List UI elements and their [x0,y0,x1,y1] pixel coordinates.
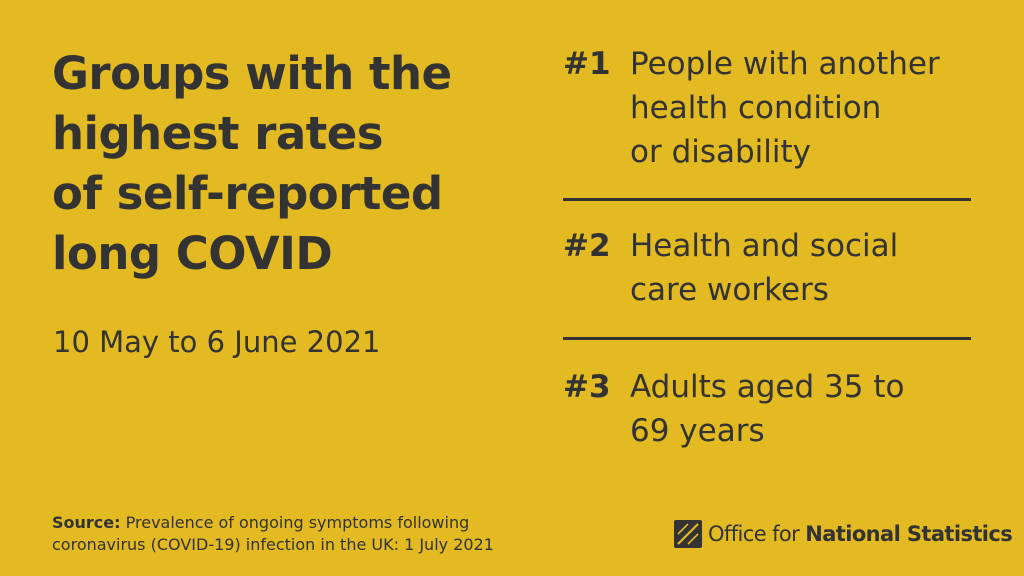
rank-line: or disability [630,134,812,170]
rank-line: People with another [630,46,940,82]
logo-text-bold: National Statistics [805,522,1013,546]
source-text: Prevalence of ongoing symptoms following [125,513,470,532]
rank-number: #1 [563,46,611,82]
headline-line: of self-reported [52,167,443,220]
date-range: 10 May to 6 June 2021 [53,325,381,359]
ons-logo: Office for National Statistics [674,520,1013,548]
source-note: Source: Prevalence of ongoing symptoms f… [52,512,494,556]
logo-text-regular: Office for [708,522,800,546]
rank-line: health condition [630,90,882,126]
rank-line: Health and social [630,228,899,264]
rank-number: #2 [563,228,611,264]
rank-item: #2 Health and social care workers [563,224,971,312]
ranking-list: #1 People with another health condition … [563,42,971,453]
rank-line: Adults aged 35 to [630,369,905,405]
ons-logo-icon [674,520,702,548]
rank-item: #3 Adults aged 35 to 69 years [563,365,971,453]
headline-line: long COVID [52,227,333,280]
rank-item: #1 People with another health condition … [563,42,971,174]
source-label: Source: [52,513,121,532]
headline-line: Groups with the [52,47,452,100]
divider [563,198,971,201]
rank-number: #3 [563,369,611,405]
rank-line: care workers [630,272,829,308]
headline-line: highest rates [52,107,384,160]
rank-line: 69 years [630,413,765,449]
divider [563,337,971,340]
source-line: Source: Prevalence of ongoing symptoms f… [52,512,494,534]
rank-text: Adults aged 35 to 69 years [630,365,971,453]
headline: Groups with the highest rates of self-re… [52,44,452,284]
rank-text: People with another health condition or … [630,42,971,174]
logo-text: Office for National Statistics [708,520,1013,548]
source-line: coronavirus (COVID-19) infection in the … [52,535,494,554]
rank-text: Health and social care workers [630,224,971,312]
